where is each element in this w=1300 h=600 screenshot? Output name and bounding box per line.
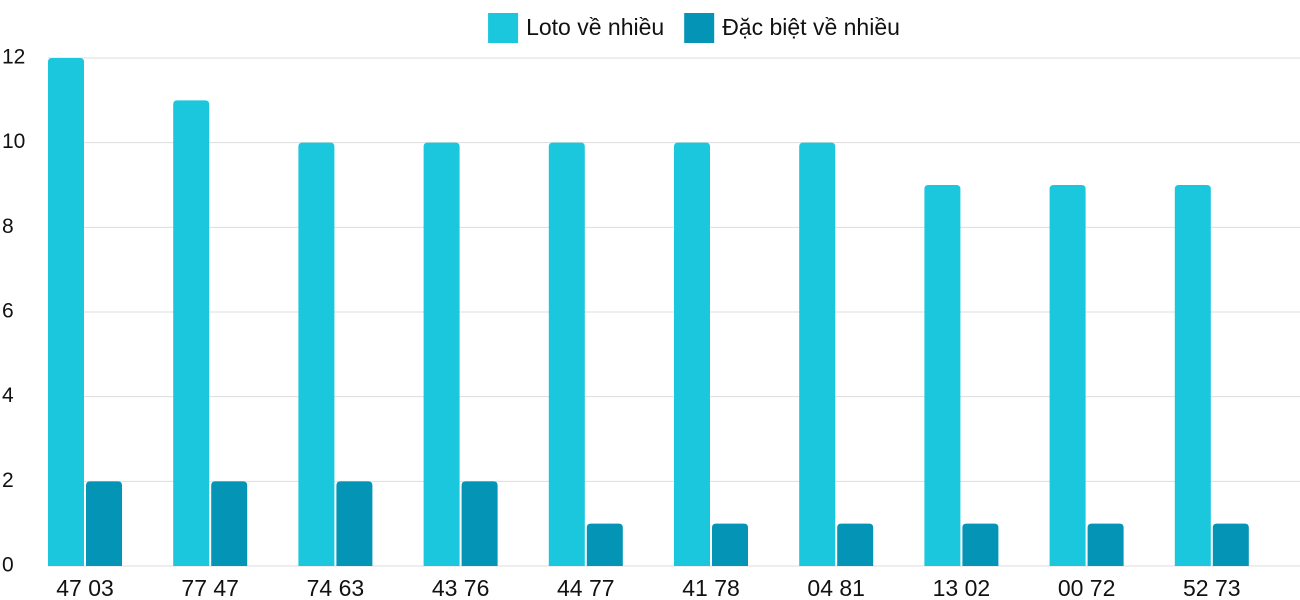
bar [837,523,874,566]
legend-swatch [684,13,715,43]
legend-label: Đặc biệt về nhiều [722,14,900,40]
bar [298,142,335,566]
bar [461,481,498,566]
bar [423,142,460,566]
bar [173,100,210,566]
bar [548,142,585,566]
bar [211,481,248,566]
y-tick-label: 4 [2,384,14,407]
bar [799,142,836,566]
bar [712,523,748,566]
x-tick-label: 41 78 [682,575,740,600]
y-tick-label: 12 [2,46,25,69]
bar [336,481,373,566]
x-tick-label: 43 76 [432,575,490,600]
x-tick-label: 04 81 [807,575,865,600]
legend-label: Loto về nhiều [526,14,664,40]
x-tick-label: 13 02 [933,575,991,600]
y-tick-label: 0 [2,554,14,577]
y-tick-label: 10 [2,130,25,153]
bar [674,142,710,566]
x-tick-label: 47 03 [56,575,114,600]
bar [1174,185,1211,566]
bar [962,523,999,566]
x-tick-label: 00 72 [1058,575,1116,600]
x-tick-label: 74 63 [307,575,365,600]
x-tick-label: 44 77 [557,575,615,600]
y-tick-label: 6 [2,300,14,323]
legend-swatch [488,13,519,43]
bar [586,523,623,566]
bar [1212,523,1249,566]
x-tick-label: 77 47 [181,575,239,600]
y-tick-label: 2 [2,469,14,492]
bar [924,185,961,566]
bar [1087,523,1124,566]
bar [1049,185,1086,566]
bar [86,481,122,566]
y-tick-label: 8 [2,215,14,238]
x-tick-label: 52 73 [1183,575,1241,600]
bar [48,58,84,566]
